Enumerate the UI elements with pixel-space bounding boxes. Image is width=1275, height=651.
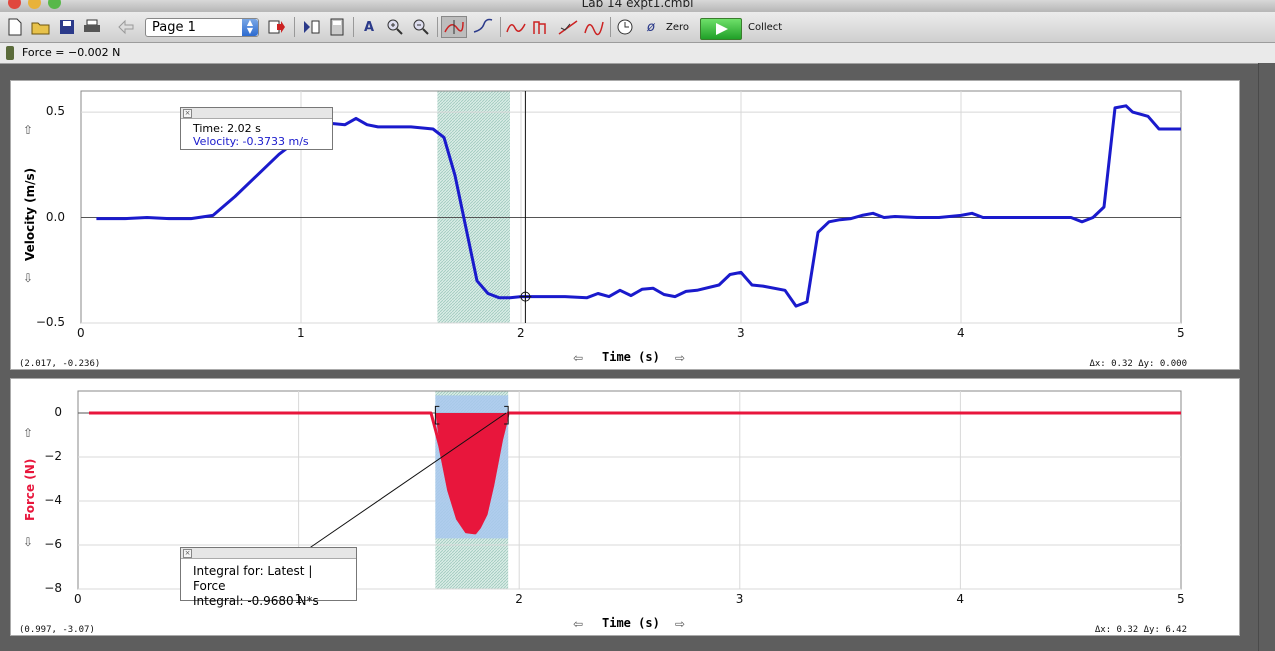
x-tick-label: 2 [515, 592, 523, 606]
toolbar: Page 1 ▲ ▼ A ø Zero Collect [0, 12, 1275, 43]
toolbar-separator [294, 17, 295, 37]
meter-bar: Force = −0.002 N [0, 43, 1275, 64]
selection-region [437, 91, 510, 323]
save-icon[interactable] [57, 16, 77, 38]
close-window-button[interactable] [8, 0, 21, 9]
callout-header: × [181, 108, 332, 119]
y-tick-label: 0.5 [45, 104, 65, 119]
integral-callout[interactable]: × Integral for: Latest | Force Integral:… [180, 547, 357, 608]
integral-bracket-left [434, 405, 440, 425]
calculator-icon[interactable] [326, 16, 348, 38]
page-selector[interactable]: Page 1 ▲ ▼ [145, 18, 259, 37]
integral-icon[interactable] [530, 16, 554, 38]
callout-leader-line [307, 412, 507, 550]
scale-down-arrow-icon[interactable]: ⇩ [23, 535, 34, 549]
examine-callout[interactable]: × Time: 2.02 s Velocity: -0.3733 m/s [180, 107, 333, 150]
close-callout-icon[interactable]: × [183, 549, 192, 558]
scroll-right-arrow-icon[interactable]: ⇨ [675, 617, 686, 631]
x-tick-label: 3 [737, 326, 745, 340]
collect-label[interactable]: Collect [748, 22, 783, 33]
toolbar-separator [610, 17, 611, 37]
force-y-axis-label: Force (N) [23, 458, 37, 521]
y-tick-label: −4 [44, 493, 62, 507]
selector-arrows-icon: ▲ ▼ [242, 19, 258, 36]
side-panel [1258, 63, 1275, 651]
minimize-window-button[interactable] [28, 0, 41, 9]
delta-readout: Δx: 0.32 Δy: 0.000 [1089, 359, 1187, 369]
sensor-icon [6, 46, 14, 60]
y-tick-label: −0.5 [35, 315, 65, 329]
velocity-plot[interactable] [11, 81, 1241, 371]
force-x-axis-label: Time (s) [602, 616, 660, 630]
statistics-icon[interactable] [504, 16, 528, 38]
x-tick-label: 0 [74, 592, 82, 606]
x-tick-label: 2 [517, 326, 525, 340]
data-line [96, 104, 1181, 308]
examine-icon[interactable] [441, 16, 467, 38]
page-selector-value: Page 1 [152, 20, 196, 35]
scroll-left-arrow-icon[interactable]: ⇦ [573, 351, 584, 365]
x-tick-label: 3 [735, 592, 744, 606]
next-page-icon[interactable] [266, 16, 288, 38]
scroll-right-arrow-icon[interactable]: ⇨ [675, 351, 686, 365]
cursor-coordinates: (0.997, -3.07) [19, 625, 95, 635]
cursor-coordinates: (2.017, -0.236) [19, 359, 101, 369]
callout-header: × [181, 548, 356, 559]
toolbar-separator [353, 17, 354, 37]
examine-time: Time: 2.02 s [193, 122, 261, 135]
y-tick-label: −6 [44, 537, 62, 551]
y-tick-label: −2 [44, 449, 62, 463]
scale-up-arrow-icon[interactable]: ⇧ [23, 123, 34, 137]
velocity-y-axis-label: Velocity (m/s) [23, 167, 37, 261]
tangent-icon[interactable] [470, 16, 496, 38]
open-folder-icon[interactable] [30, 16, 52, 38]
new-file-icon[interactable] [5, 16, 25, 38]
back-icon[interactable] [115, 16, 137, 38]
zero-label[interactable]: Zero [666, 22, 690, 33]
collect-button[interactable] [700, 18, 742, 40]
integral-for: Integral for: Latest | Force [193, 564, 313, 593]
integral-bracket-right [504, 405, 509, 425]
y-tick-label: 0 [54, 405, 62, 419]
scale-down-arrow-icon[interactable]: ⇩ [23, 271, 34, 285]
zero-icon[interactable]: ø [647, 19, 655, 35]
x-tick-label: 4 [956, 592, 965, 606]
velocity-graph[interactable]: Velocity (m/s) ⇧ ⇩ ⇦ Time (s) ⇨ (2.017, … [10, 80, 1240, 370]
data-line [89, 411, 1181, 535]
toolbar-separator [437, 17, 438, 37]
print-icon[interactable] [82, 16, 102, 38]
scale-up-arrow-icon[interactable]: ⇧ [23, 426, 34, 440]
examine-velocity: Velocity: -0.3733 m/s [193, 135, 309, 148]
x-tick-label: 1 [294, 592, 303, 606]
linear-fit-icon[interactable] [556, 16, 580, 38]
zoom-window-button[interactable] [48, 0, 61, 9]
force-plot[interactable] [11, 379, 1241, 637]
toolbar-separator [500, 17, 501, 37]
x-tick-label: 0 [77, 326, 85, 340]
curve-fit-icon[interactable] [582, 16, 606, 38]
x-tick-label: 4 [957, 326, 965, 340]
zoom-out-icon[interactable] [410, 16, 432, 38]
x-tick-label: 1 [297, 326, 305, 340]
velocity-x-axis-label: Time (s) [602, 350, 660, 364]
force-graph[interactable]: Force (N) ⇧ ⇩ ⇦ Time (s) ⇨ (0.997, -3.07… [10, 378, 1240, 636]
zoom-in-icon[interactable] [384, 16, 406, 38]
integral-value: Integral: -0.9680 N*s [193, 594, 319, 608]
close-callout-icon[interactable]: × [183, 109, 192, 118]
x-tick-label: 5 [1177, 326, 1185, 340]
y-tick-label: −8 [44, 581, 62, 595]
y-tick-label: 0.0 [45, 209, 65, 224]
delta-readout: Δx: 0.32 Δy: 6.42 [1094, 625, 1187, 635]
table-view-icon[interactable] [300, 16, 322, 38]
window-title: Lab 14 expt1.cmbl [581, 0, 694, 10]
autoscale-icon[interactable]: A [363, 19, 375, 35]
timer-icon[interactable] [614, 16, 636, 38]
title-bar: Lab 14 expt1.cmbl [0, 0, 1275, 12]
scroll-left-arrow-icon[interactable]: ⇦ [573, 617, 584, 631]
examine-crosshair [519, 290, 532, 303]
x-tick-label: 5 [1177, 592, 1185, 606]
force-meter-readout: Force = −0.002 N [22, 46, 121, 59]
